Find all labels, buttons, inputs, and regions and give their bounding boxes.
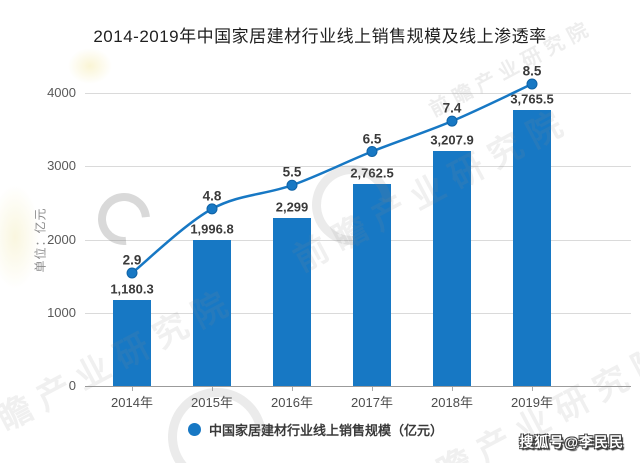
legend-marker-icon	[188, 423, 201, 436]
line-point-marker	[286, 179, 298, 191]
x-axis-tick	[292, 387, 293, 391]
line-point-marker	[206, 203, 218, 215]
x-axis-label: 2019年	[511, 395, 553, 410]
penetration-rate-label: 7.4	[442, 100, 462, 116]
legend-label: 中国家居建材行业线上销售规模（亿元）	[209, 423, 444, 438]
x-axis-tick	[532, 387, 533, 391]
x-axis-tick	[132, 387, 133, 391]
bar-value-label: 1,180.3	[110, 281, 154, 297]
bar-value-label: 2,762.5	[350, 165, 394, 181]
penetration-rate-label: 6.5	[362, 131, 382, 146]
line-point-marker	[126, 267, 138, 279]
sales-bar	[353, 183, 391, 386]
legend: 中国家居建材行业线上销售规模（亿元）	[188, 420, 443, 439]
x-axis-label: 2018年	[431, 395, 473, 410]
y-axis-tick-label: 0	[68, 378, 76, 393]
penetration-rate-label: 4.8	[202, 188, 222, 204]
scan-smudge	[68, 48, 112, 84]
sales-bar	[273, 217, 311, 386]
bar-value-label: 3,207.9	[430, 132, 474, 148]
line-point-marker	[526, 78, 538, 90]
y-axis-tick-label: 2000	[47, 231, 76, 247]
chart-title: 2014-2019年中国家居建材行业线上销售规模及线上渗透率	[93, 27, 547, 46]
sales-bar	[433, 151, 471, 386]
sales-bar	[113, 299, 151, 386]
y-axis-tick-label: 3000	[47, 158, 76, 174]
x-axis-label: 2015年	[191, 395, 233, 410]
x-axis-label: 2016年	[271, 395, 313, 410]
penetration-rate-label: 5.5	[282, 164, 302, 180]
line-point-marker	[446, 115, 458, 127]
line-point-marker	[366, 146, 378, 157]
sales-bar	[513, 110, 551, 386]
source-watermark: 搜狐号@李民民	[519, 434, 624, 450]
penetration-rate-label: 8.5	[522, 63, 542, 79]
x-axis-line	[85, 386, 631, 387]
x-axis-tick	[452, 387, 453, 391]
y-axis-tick-label: 4000	[47, 85, 76, 100]
bar-value-label: 2,299	[275, 199, 309, 215]
bar-value-label: 1,996.8	[190, 221, 234, 237]
x-axis-label: 2014年	[111, 395, 153, 410]
penetration-line	[131, 82, 533, 274]
bar-value-label: 3,765.5	[510, 91, 554, 107]
y-axis-tick-label: 1000	[47, 304, 76, 320]
x-axis-tick	[212, 387, 213, 391]
x-axis-label: 2017年	[351, 395, 393, 410]
x-axis-tick	[372, 387, 373, 391]
sales-bar	[193, 239, 231, 386]
penetration-rate-label: 2.9	[122, 252, 142, 268]
watermark-logo-icon	[87, 182, 161, 256]
